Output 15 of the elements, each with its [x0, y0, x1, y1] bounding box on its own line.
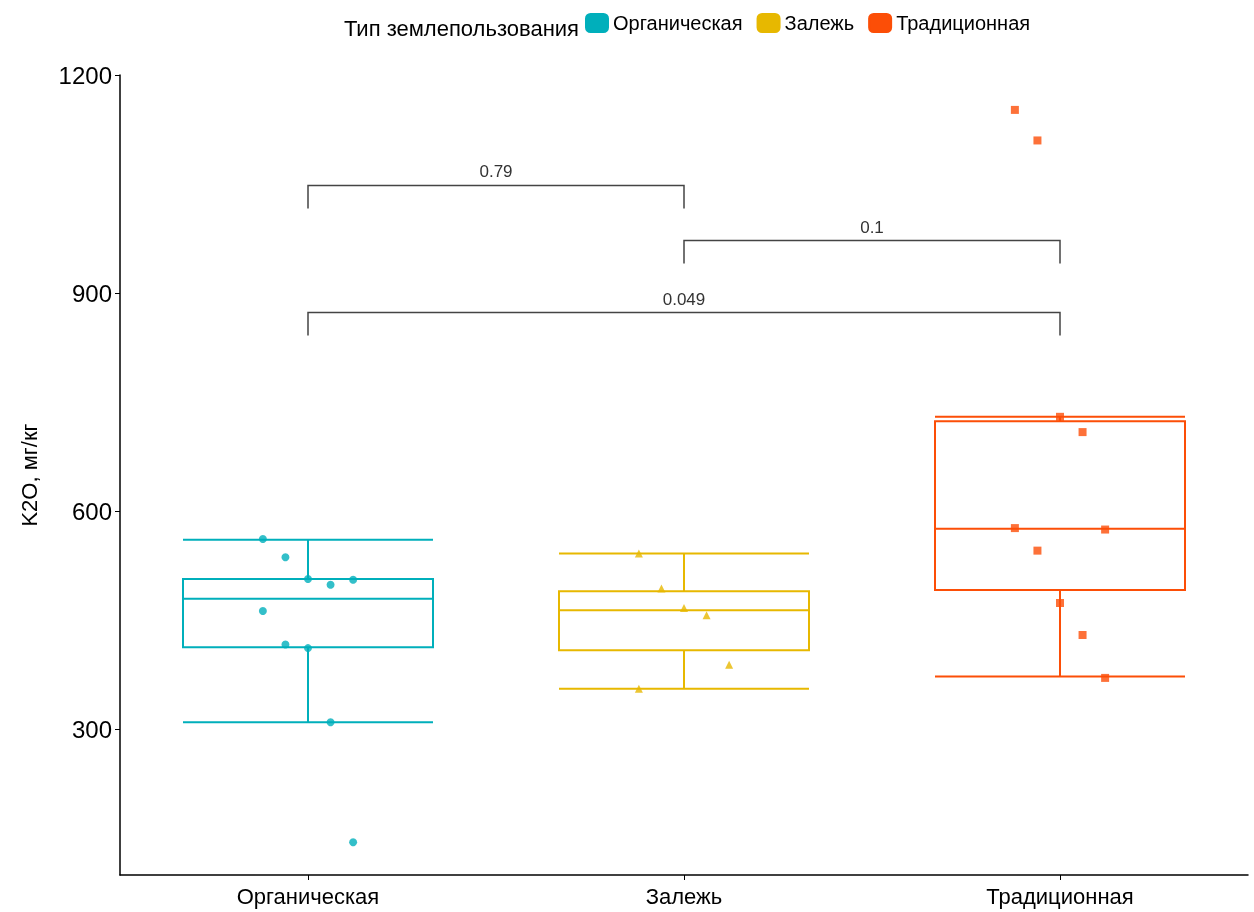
y-tick-label: 300: [71, 716, 112, 744]
legend-label: Органическая: [613, 12, 743, 34]
annotation: 0.1: [860, 217, 884, 237]
legend-title: Тип землепользования: [343, 15, 579, 41]
y-tick-label: 1200: [58, 61, 112, 89]
annotation: 0.79: [479, 162, 513, 182]
x-tick-label: Традиционная: [986, 883, 1134, 909]
y-axis-title: K2O, мг/кг: [16, 423, 42, 527]
annotation: 0.049: [662, 289, 706, 309]
x-tick-label: Органическая: [236, 883, 380, 909]
legend-label: Залежь: [784, 12, 855, 34]
y-tick-label: 900: [71, 279, 112, 307]
y-tick-label: 600: [71, 497, 112, 525]
legend-label: Традиционная: [896, 12, 1031, 34]
x-tick-label: Залежь: [645, 883, 723, 909]
